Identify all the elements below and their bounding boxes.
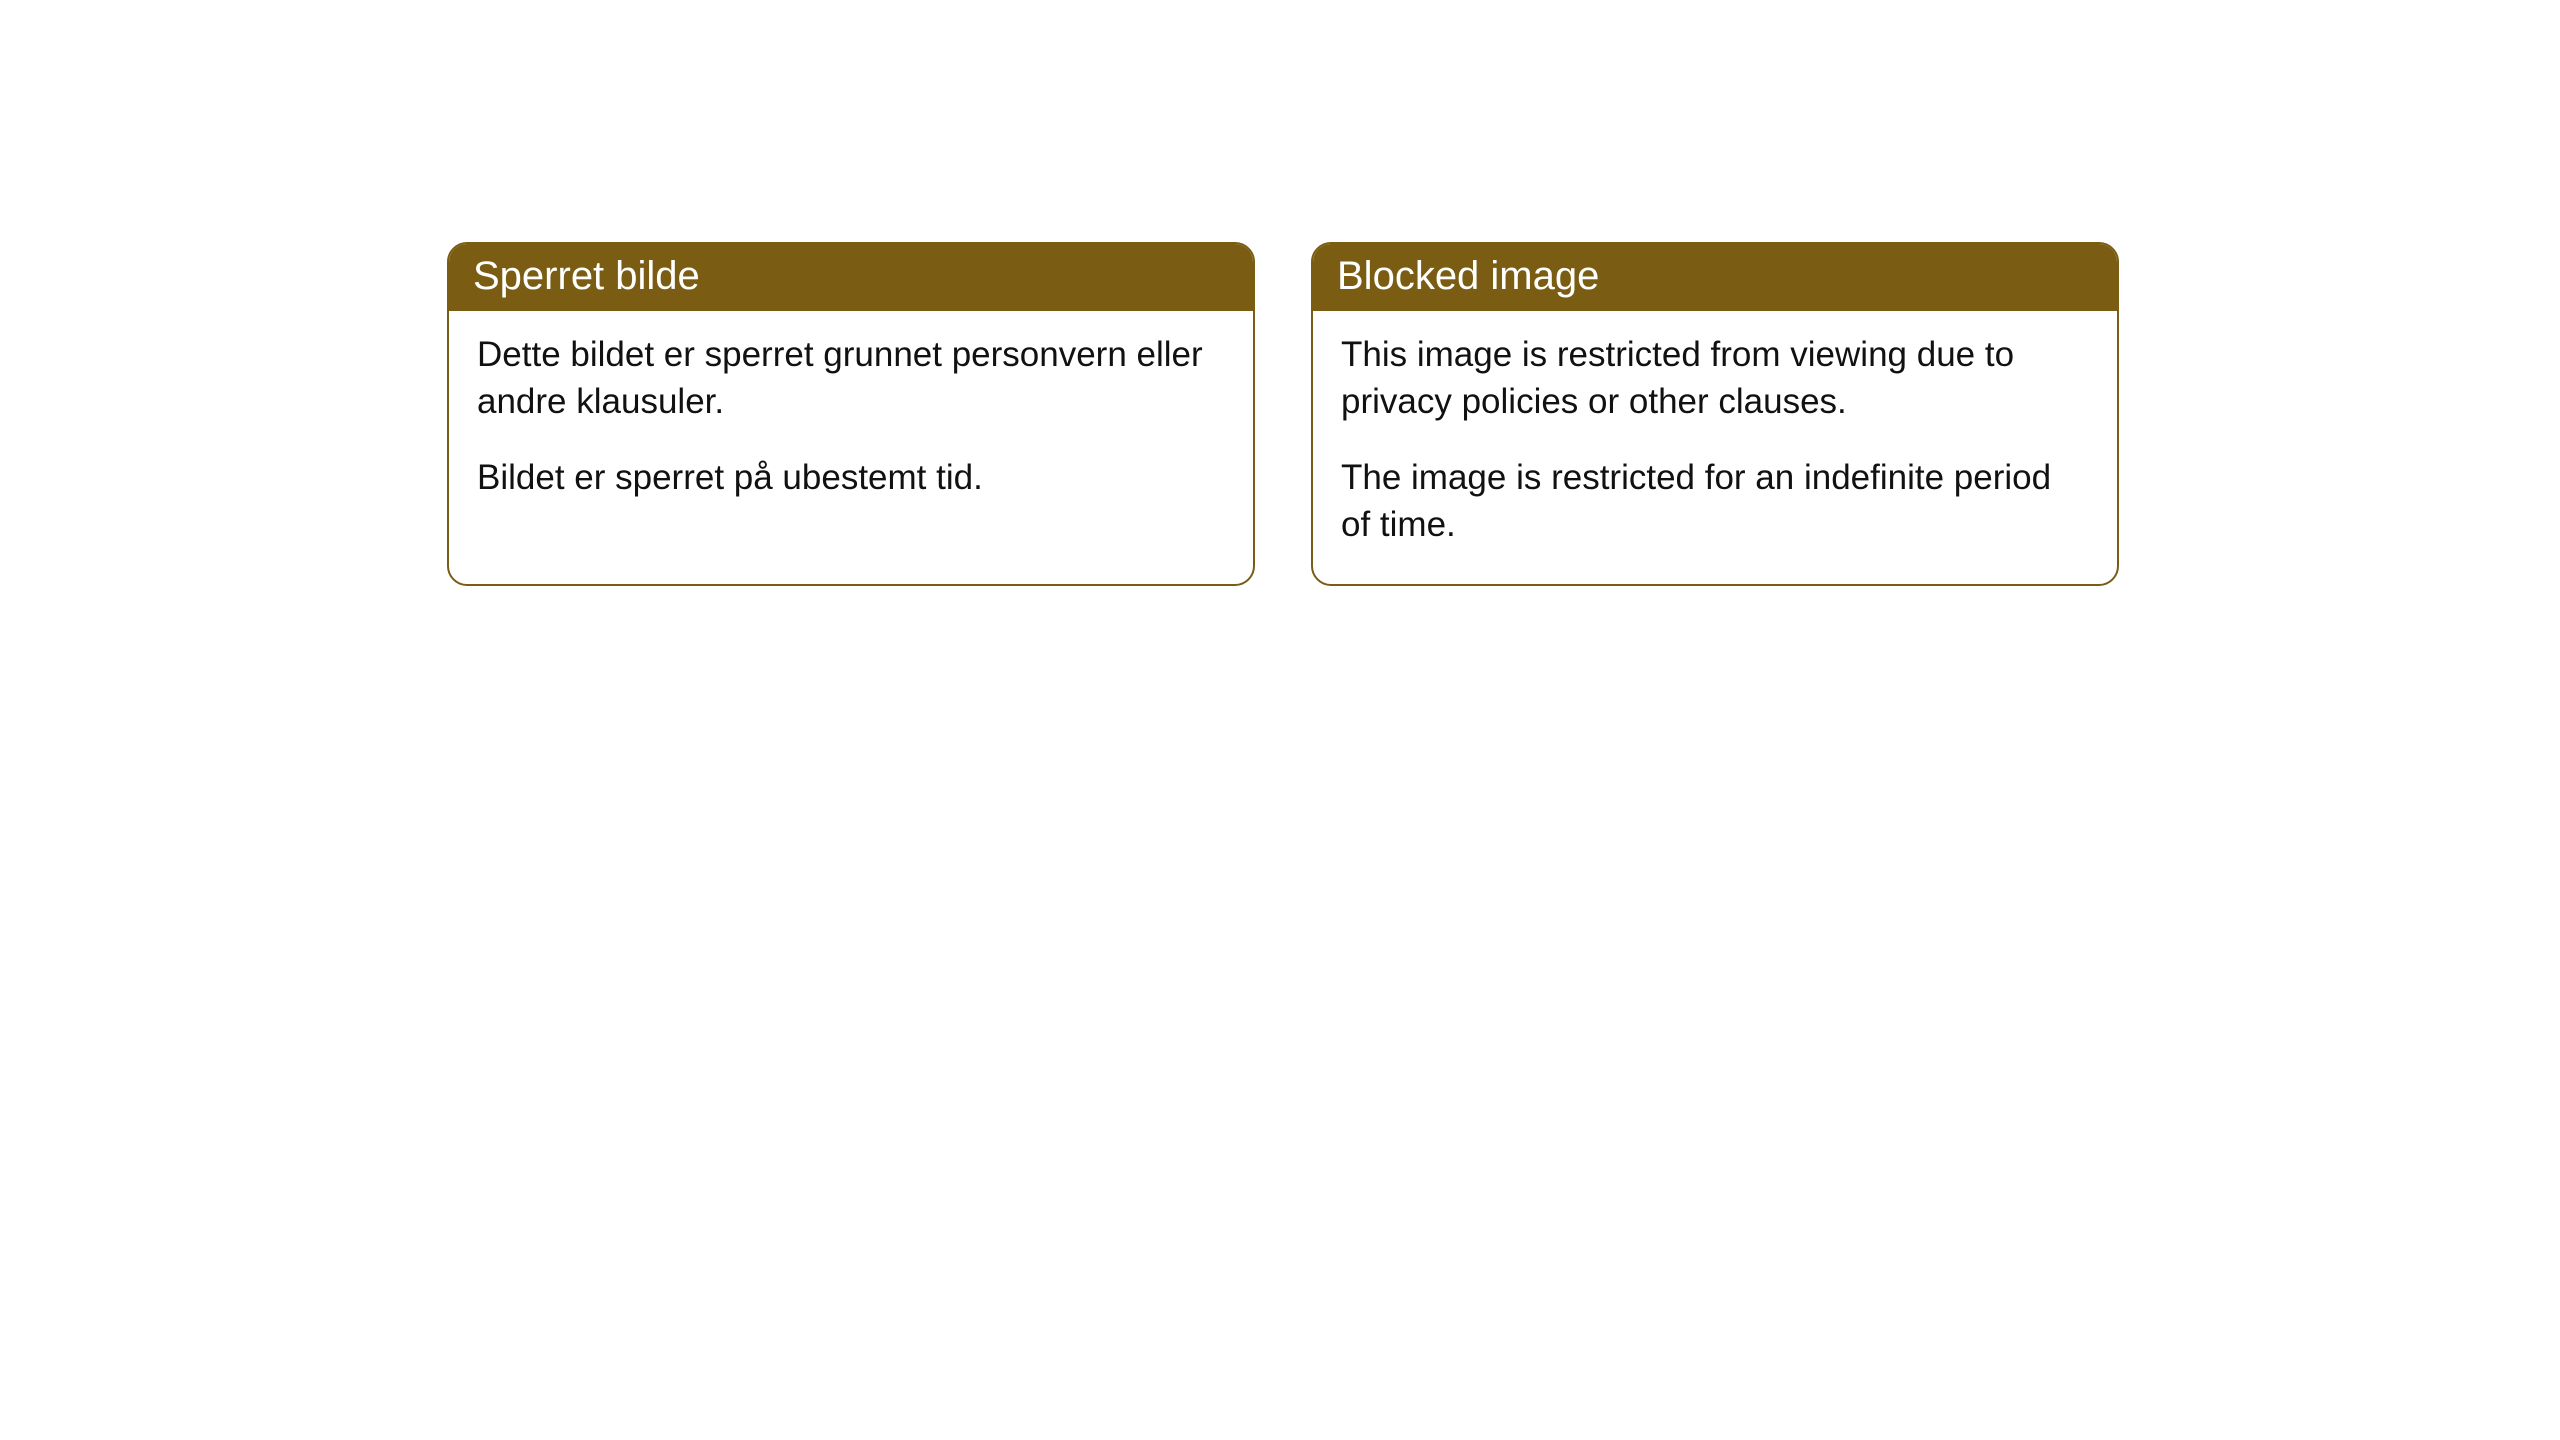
card-body: This image is restricted from viewing du…	[1313, 311, 2117, 584]
card-paragraph: Bildet er sperret på ubestemt tid.	[477, 454, 1225, 501]
card-title: Blocked image	[1313, 244, 2117, 311]
card-paragraph: The image is restricted for an indefinit…	[1341, 454, 2089, 549]
blocked-image-card-english: Blocked image This image is restricted f…	[1311, 242, 2119, 586]
card-paragraph: Dette bildet er sperret grunnet personve…	[477, 331, 1225, 426]
card-body: Dette bildet er sperret grunnet personve…	[449, 311, 1253, 537]
card-paragraph: This image is restricted from viewing du…	[1341, 331, 2089, 426]
blocked-image-card-norwegian: Sperret bilde Dette bildet er sperret gr…	[447, 242, 1255, 586]
notice-cards-container: Sperret bilde Dette bildet er sperret gr…	[447, 242, 2119, 586]
card-title: Sperret bilde	[449, 244, 1253, 311]
